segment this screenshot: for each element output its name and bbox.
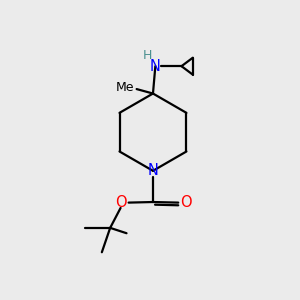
Text: N: N <box>150 59 161 74</box>
Text: H: H <box>142 49 152 62</box>
Text: Me: Me <box>116 81 135 94</box>
Text: O: O <box>115 195 126 210</box>
Text: N: N <box>148 163 158 178</box>
Text: O: O <box>180 195 192 210</box>
